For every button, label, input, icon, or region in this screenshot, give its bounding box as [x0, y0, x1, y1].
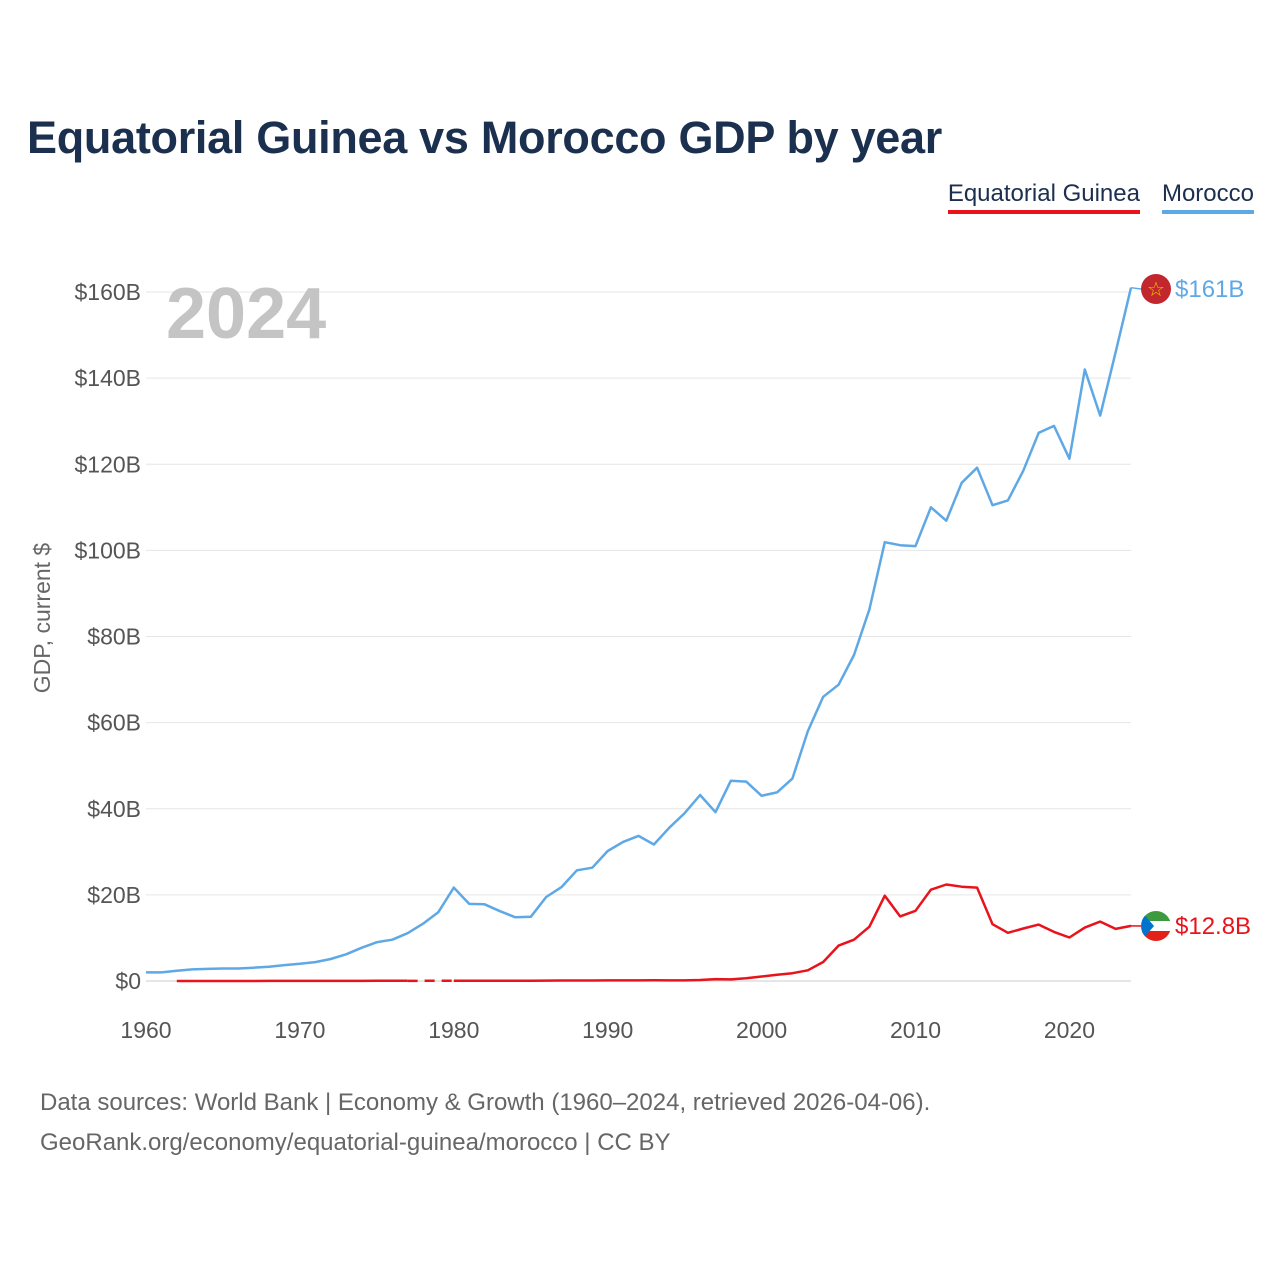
y-tick-label: $140B [74, 365, 141, 391]
morocco-series-line [146, 287, 1133, 974]
morocco-flag-star-icon: ☆ [1147, 277, 1165, 301]
morocco-end-value-label: $161B [1175, 276, 1244, 303]
y-tick-label: $100B [74, 537, 141, 563]
y-tick-label: $160B [74, 279, 141, 305]
equatorial-guinea-end-value-label: $12.8B [1175, 913, 1251, 940]
equatorial-guinea-series-line [453, 883, 1132, 983]
gdp-line-chart: $0 $20B $40B $60B $80B $100B $120B $140B $160B 19… [29, 274, 1251, 1043]
x-tick-label: 2000 [736, 1017, 787, 1043]
legend-morocco[interactable]: Morocco [1161, 180, 1254, 214]
x-tick-label: 2010 [890, 1017, 941, 1043]
y-tick-label: $20B [87, 882, 141, 908]
y-tick-label: $40B [87, 796, 141, 822]
x-tick-label: 1970 [274, 1017, 325, 1043]
x-tick-label: 2020 [1044, 1017, 1095, 1043]
x-tick-label: 1960 [120, 1017, 171, 1043]
year-label: 2024 [166, 274, 326, 354]
morocco-flag-icon [1141, 274, 1171, 304]
y-tick-label: $60B [87, 710, 141, 736]
x-tick-label: 1980 [428, 1017, 479, 1043]
equatorial-guinea-flag-icon [1141, 911, 1171, 941]
legend: Equatorial Guinea Morocco [947, 180, 1254, 214]
y-tick-label: $120B [74, 451, 141, 477]
attribution-line: GeoRank.org/economy/equatorial-guinea/mo… [40, 1129, 671, 1156]
x-tick-label: 1990 [582, 1017, 633, 1043]
y-tick-label: $80B [87, 624, 141, 650]
y-axis-title: GDP, current $ [29, 543, 55, 694]
data-source-line: Data sources: World Bank | Economy & Gro… [40, 1089, 931, 1116]
y-tick-label: $0 [115, 968, 141, 994]
data-sources: Data sources: World Bank | Economy & Gro… [40, 1083, 930, 1163]
end-connector [1130, 286, 1142, 290]
chart-title: Equatorial Guinea vs Morocco GDP by year [27, 112, 942, 163]
legend-equatorial-guinea[interactable]: Equatorial Guinea [947, 180, 1140, 214]
